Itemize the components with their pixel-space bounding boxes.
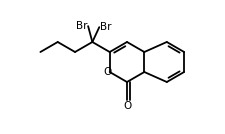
Text: Br: Br — [100, 22, 112, 32]
Text: O: O — [104, 67, 112, 77]
Text: Br: Br — [76, 21, 87, 31]
Text: O: O — [123, 101, 131, 111]
